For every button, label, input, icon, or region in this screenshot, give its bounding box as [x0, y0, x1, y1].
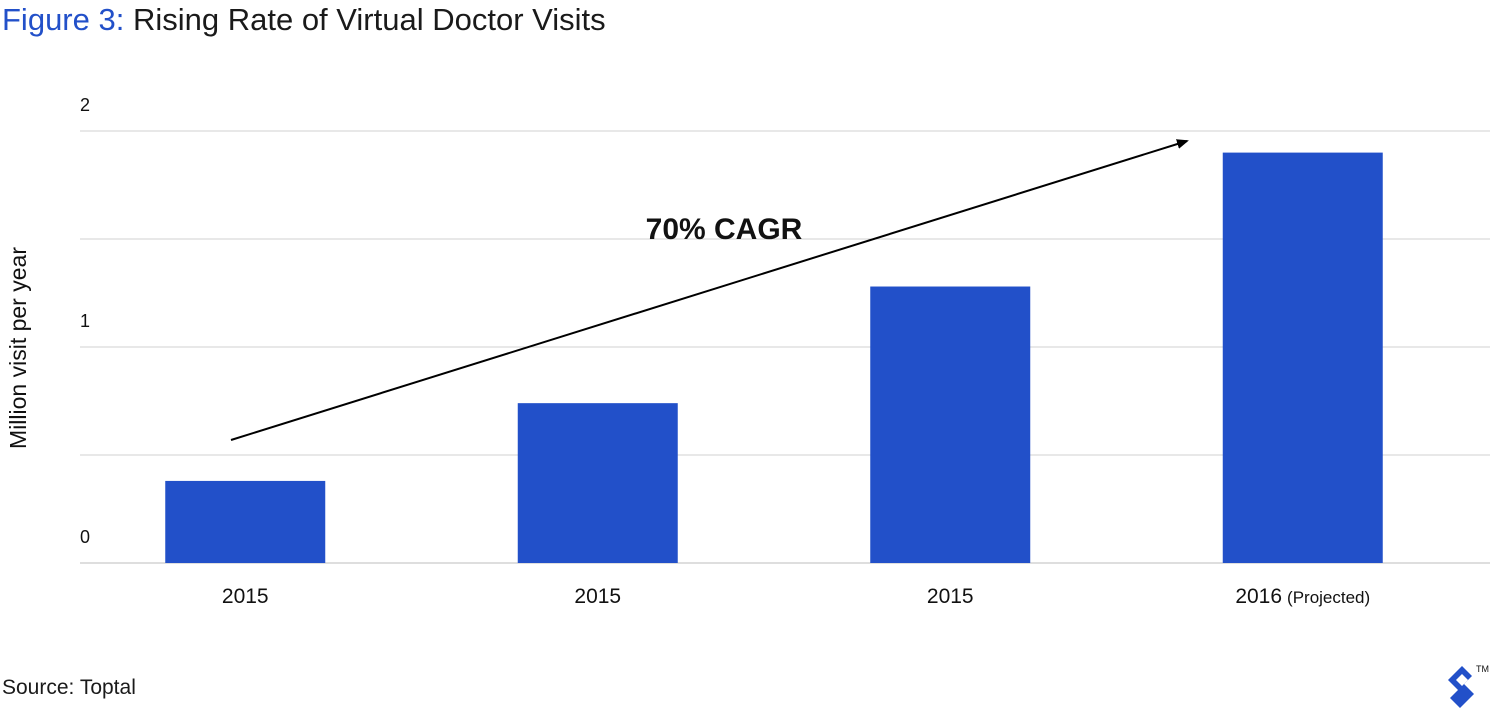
cagr-annotation: 70% CAGR — [646, 213, 803, 246]
x-tick-label: 2015 — [222, 585, 269, 608]
bar — [870, 286, 1031, 563]
bar — [165, 480, 326, 563]
y-tick-label: 0 — [80, 527, 90, 547]
y-tick-label: 1 — [80, 311, 90, 331]
x-tick-label: 2015 — [574, 585, 621, 608]
y-tick-labels: 0 1 2 — [80, 95, 90, 547]
x-tick-label: 2016 (Projected) — [1235, 585, 1370, 608]
y-tick-label: 2 — [80, 95, 90, 115]
trend-arrow — [230, 139, 1189, 441]
figure-number: Figure 3: — [2, 2, 125, 37]
bar — [517, 403, 678, 563]
x-tick-labels: 2015 2015 2015 2016 (Projected) — [222, 585, 1370, 608]
bar — [1222, 152, 1383, 563]
y-axis-label: Million visit per year — [5, 247, 31, 449]
chart-title: Figure 3: Rising Rate of Virtual Doctor … — [2, 2, 606, 38]
bars — [165, 152, 1383, 563]
toptal-logo-icon: TM — [1448, 664, 1489, 708]
figure-title: Rising Rate of Virtual Doctor Visits — [132, 2, 606, 37]
x-tick-label: 2015 — [927, 585, 974, 608]
source-note: Source: Toptal — [2, 676, 136, 699]
trademark-mark: TM — [1476, 664, 1489, 674]
